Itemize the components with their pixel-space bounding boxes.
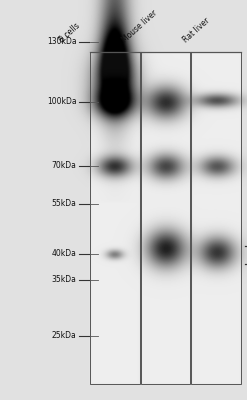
Bar (191, 52, 241, 384)
Text: Rat liver: Rat liver (182, 16, 212, 44)
Text: B cells: B cells (57, 21, 81, 44)
Text: 40kDa: 40kDa (52, 250, 77, 258)
Text: 100kDa: 100kDa (47, 98, 77, 106)
Text: Mouse liver: Mouse liver (120, 8, 159, 44)
Text: 130kDa: 130kDa (47, 38, 77, 46)
Text: 25kDa: 25kDa (52, 332, 77, 340)
Text: 55kDa: 55kDa (52, 200, 77, 208)
Bar (141, 52, 190, 384)
Bar (90, 52, 140, 384)
Text: 35kDa: 35kDa (52, 276, 77, 284)
Text: 70kDa: 70kDa (52, 162, 77, 170)
